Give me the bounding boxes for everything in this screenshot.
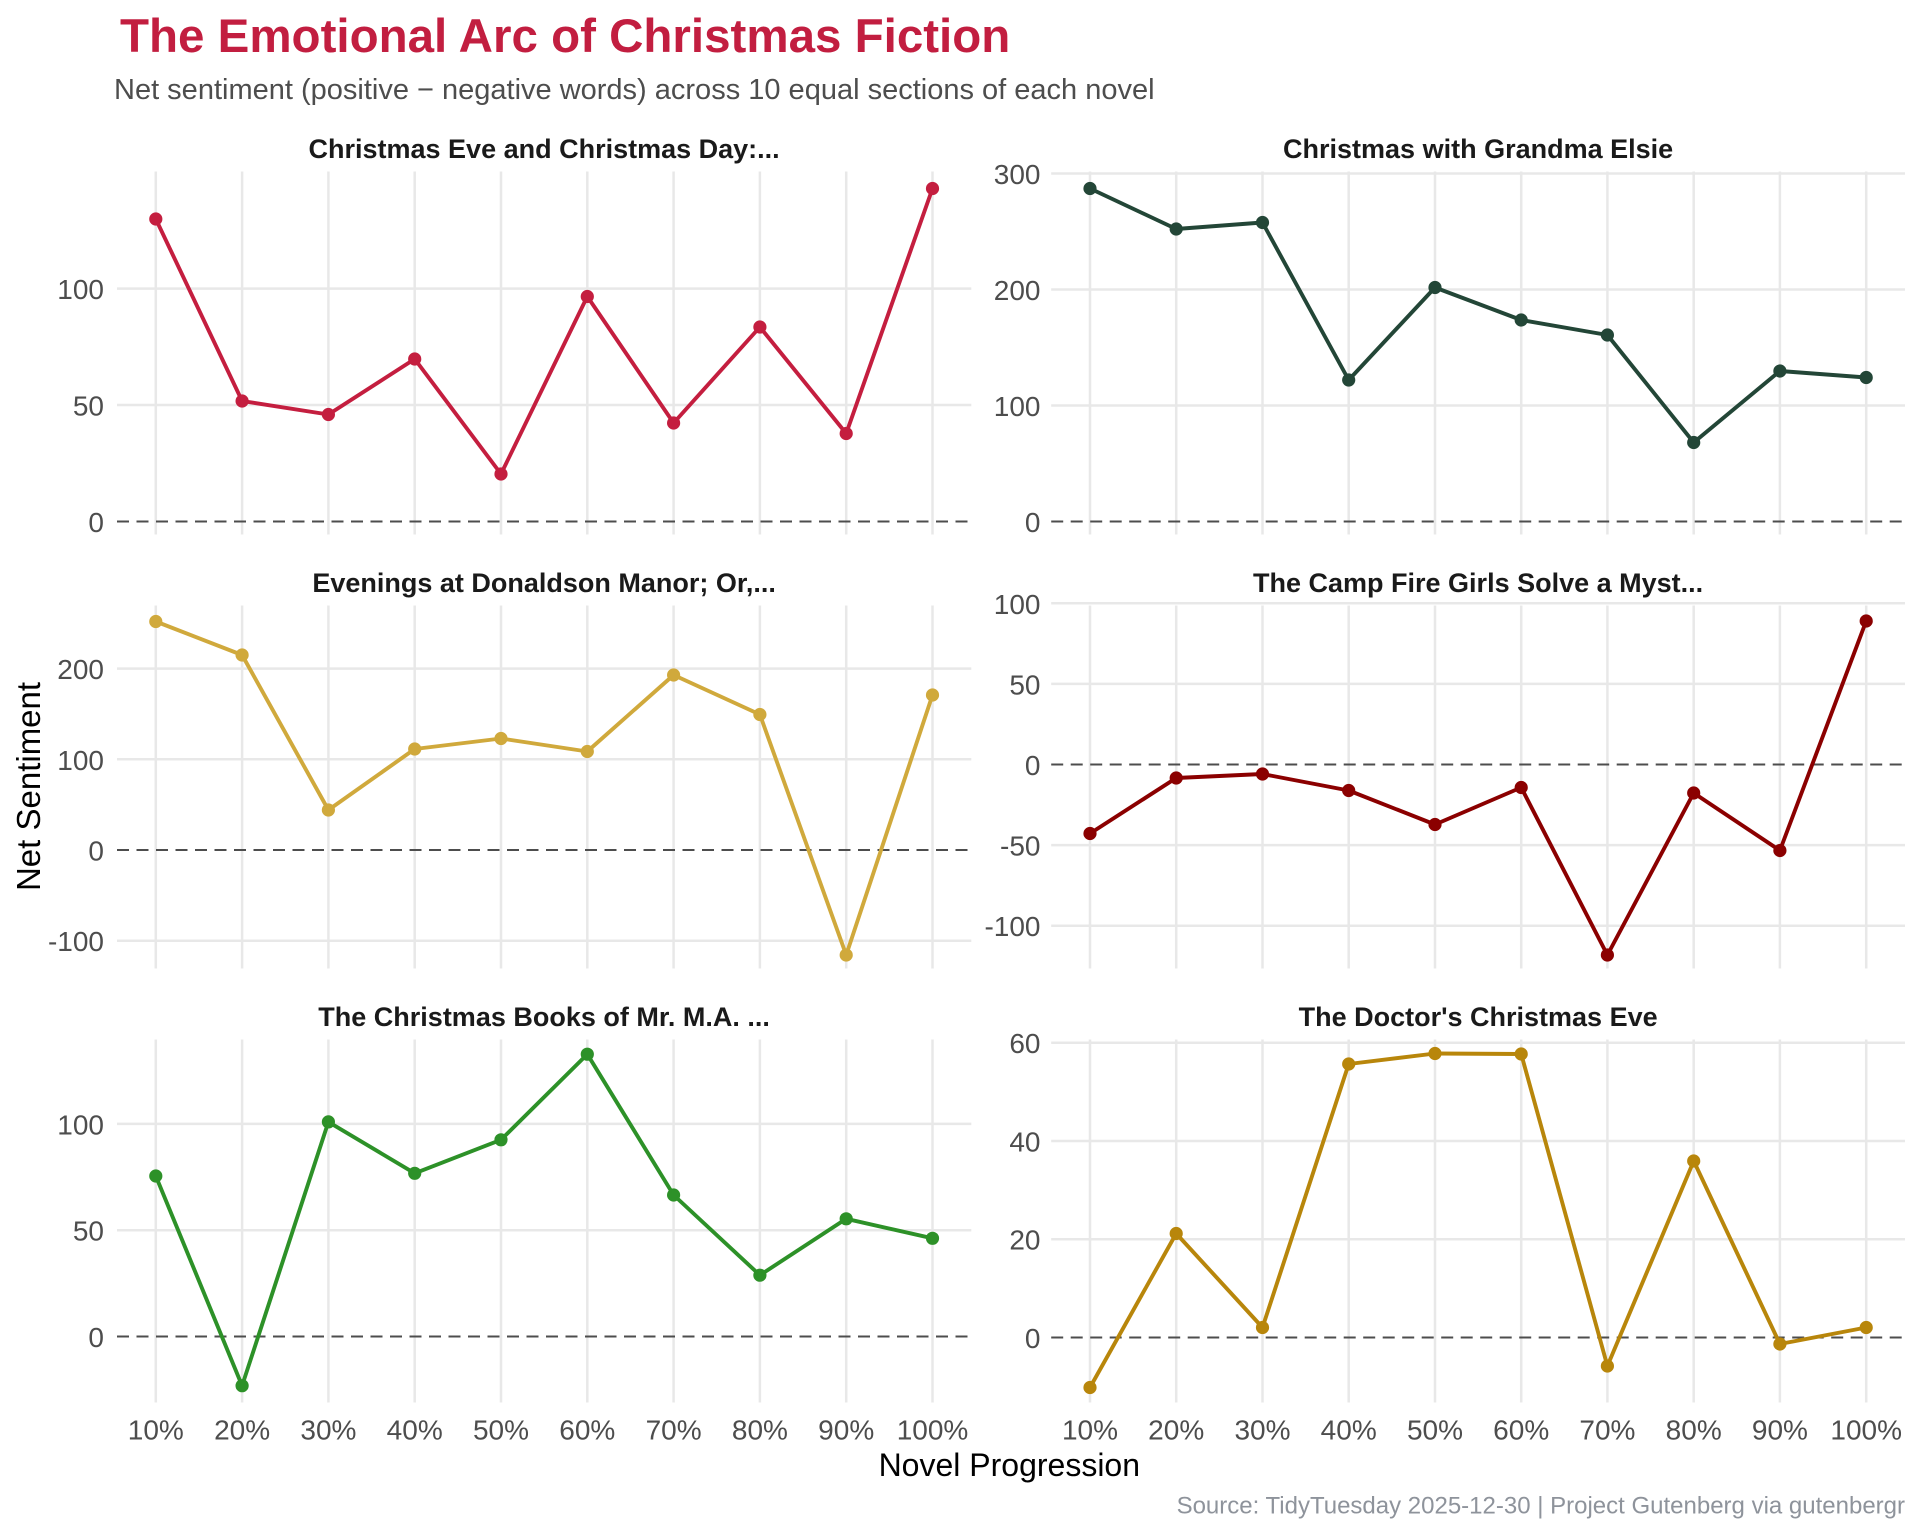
svg-text:50: 50 [73,391,104,422]
svg-text:Evenings at Donaldson Manor; O: Evenings at Donaldson Manor; Or,... [312,568,776,598]
svg-text:40%: 40% [1321,1415,1377,1446]
svg-text:0: 0 [1025,507,1041,538]
svg-text:100%: 100% [897,1415,969,1446]
svg-text:200: 200 [994,275,1041,306]
svg-text:Net Sentiment: Net Sentiment [10,682,47,891]
svg-text:90%: 90% [1752,1415,1808,1446]
svg-text:80%: 80% [732,1415,788,1446]
svg-text:Net sentiment (positive − nega: Net sentiment (positive − negative words… [114,74,1155,106]
svg-text:30%: 30% [300,1415,356,1446]
svg-text:20%: 20% [214,1415,270,1446]
svg-text:60: 60 [1009,1028,1040,1059]
svg-text:The Christmas Books of Mr. M.A: The Christmas Books of Mr. M.A. ... [318,1002,770,1032]
svg-text:0: 0 [88,1322,104,1353]
svg-text:10%: 10% [128,1415,184,1446]
svg-text:200: 200 [57,654,104,685]
svg-text:Novel Progression: Novel Progression [879,1447,1140,1483]
svg-text:50: 50 [73,1216,104,1247]
svg-text:40: 40 [1009,1127,1040,1158]
svg-text:50%: 50% [473,1415,529,1446]
svg-text:100: 100 [994,391,1041,422]
svg-text:0: 0 [1025,750,1041,781]
svg-text:-100: -100 [984,911,1040,942]
svg-text:-100: -100 [48,926,104,957]
svg-text:70%: 70% [1579,1415,1635,1446]
svg-text:100: 100 [57,274,104,305]
svg-text:100: 100 [994,589,1041,620]
svg-text:60%: 60% [1493,1415,1549,1446]
svg-text:300: 300 [994,159,1041,190]
svg-text:50: 50 [1009,669,1040,700]
svg-text:20: 20 [1009,1225,1040,1256]
svg-text:-50: -50 [1000,831,1040,862]
svg-text:10%: 10% [1062,1415,1118,1446]
svg-text:100: 100 [57,745,104,776]
svg-text:20%: 20% [1148,1415,1204,1446]
svg-text:90%: 90% [818,1415,874,1446]
svg-text:Christmas with Grandma Elsie: Christmas with Grandma Elsie [1283,134,1673,164]
svg-text:80%: 80% [1666,1415,1722,1446]
svg-text:0: 0 [88,507,104,538]
svg-text:The Doctor's Christmas Eve: The Doctor's Christmas Eve [1299,1002,1658,1032]
svg-text:40%: 40% [387,1415,443,1446]
svg-text:0: 0 [88,836,104,867]
svg-text:50%: 50% [1407,1415,1463,1446]
svg-text:The Camp Fire Girls Solve a My: The Camp Fire Girls Solve a Myst... [1253,568,1703,598]
svg-text:60%: 60% [559,1415,615,1446]
svg-text:100%: 100% [1830,1415,1902,1446]
svg-text:Christmas Eve and Christmas Da: Christmas Eve and Christmas Day:... [309,134,780,164]
svg-text:Source: TidyTuesday 2025-12-30: Source: TidyTuesday 2025-12-30 | Project… [1177,1493,1905,1520]
svg-text:100: 100 [57,1109,104,1140]
svg-text:30%: 30% [1234,1415,1290,1446]
svg-text:0: 0 [1025,1323,1041,1354]
svg-text:The Emotional Arc of Christmas: The Emotional Arc of Christmas Fiction [120,10,1010,63]
svg-text:70%: 70% [646,1415,702,1446]
